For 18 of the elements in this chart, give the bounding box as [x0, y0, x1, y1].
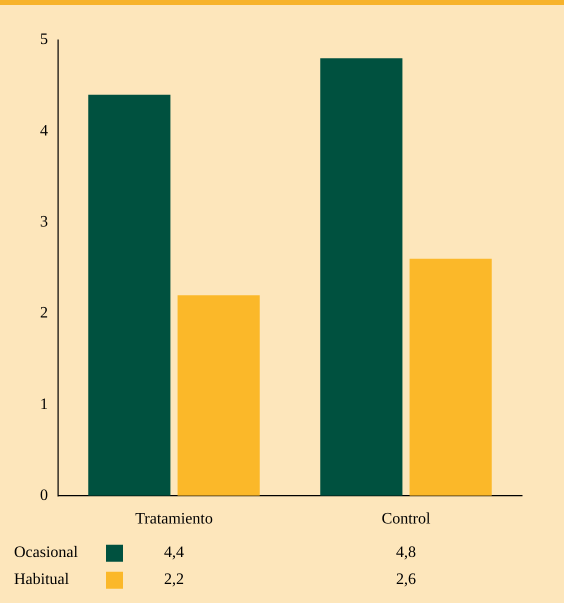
legend-label: Habitual [14, 571, 70, 588]
y-tick-label: 4 [40, 122, 48, 140]
y-tick-label: 2 [40, 304, 48, 322]
bar [88, 94, 170, 496]
bar [320, 58, 402, 496]
bar [178, 295, 260, 496]
data-label: 2,2 [164, 571, 184, 588]
x-tick-label: Control [382, 510, 431, 528]
data-label: 2,6 [396, 571, 416, 588]
data-label: 4,4 [164, 544, 184, 562]
y-tick-label: 5 [40, 31, 48, 48]
y-tick-label: 3 [40, 214, 48, 231]
y-tick-label: 0 [40, 487, 48, 504]
y-tick-label: 1 [40, 396, 48, 413]
legend-label: Ocasional [14, 544, 79, 562]
x-tick-label: Tratamiento [135, 510, 213, 528]
bar [410, 258, 492, 496]
data-label: 4,8 [396, 544, 416, 562]
